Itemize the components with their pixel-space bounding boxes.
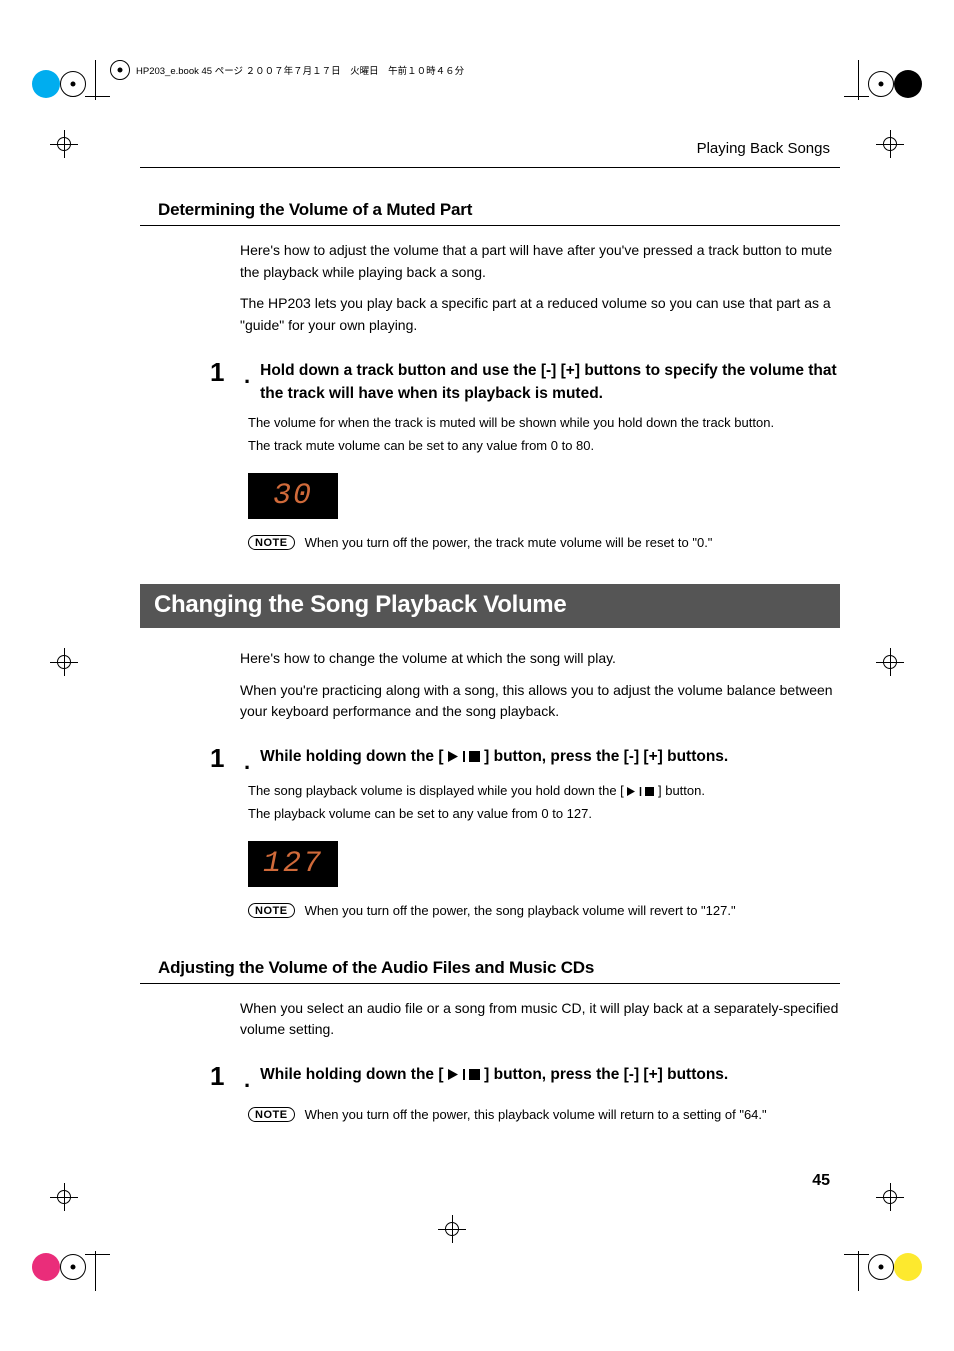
step-title: While holding down the [ ] button, press… bbox=[260, 745, 728, 773]
trim-line bbox=[844, 96, 869, 97]
regmark-left-lower bbox=[50, 1183, 78, 1211]
note-badge: NOTE bbox=[248, 903, 295, 918]
body-text: The HP203 lets you play back a specific … bbox=[240, 293, 840, 336]
step-body: The song playback volume is displayed wh… bbox=[248, 781, 840, 802]
rule bbox=[140, 167, 840, 168]
play-stop-icon bbox=[627, 787, 654, 796]
regmark-left-mid bbox=[50, 648, 78, 676]
play-stop-icon bbox=[448, 751, 480, 762]
note-text: When you turn off the power, the track m… bbox=[305, 535, 713, 550]
step-number: 1 bbox=[210, 1063, 238, 1091]
trim-line bbox=[85, 96, 110, 97]
step-1: 1. Hold down a track button and use the … bbox=[210, 359, 840, 406]
regmark-right-lower bbox=[876, 1183, 904, 1211]
pdf-header-text: HP203_e.book 45 ページ ２００７年７月１７日 火曜日 午前１０時… bbox=[136, 63, 464, 77]
page-content: HP203_e.book 45 ページ ２００７年７月１７日 火曜日 午前１０時… bbox=[140, 60, 840, 1190]
regmark-bottom-center bbox=[438, 1215, 466, 1243]
note: NOTE When you turn off the power, the tr… bbox=[248, 535, 840, 550]
note-badge: NOTE bbox=[248, 1107, 295, 1122]
segment-display-127: 127 bbox=[248, 841, 338, 887]
step-1: 1. While holding down the [ ] button, pr… bbox=[210, 1063, 840, 1091]
step-number: 1 bbox=[210, 745, 238, 773]
note-badge: NOTE bbox=[248, 535, 295, 550]
step-title: While holding down the [ ] button, press… bbox=[260, 1063, 728, 1091]
body-text: When you select an audio file or a song … bbox=[240, 998, 840, 1041]
body-text: Here's how to adjust the volume that a p… bbox=[240, 240, 840, 283]
step-body: The track mute volume can be set to any … bbox=[248, 436, 840, 457]
cropmark-top-left bbox=[32, 70, 86, 98]
regmark-right-upper bbox=[876, 130, 904, 158]
note: NOTE When you turn off the power, the so… bbox=[248, 903, 840, 918]
note-text: When you turn off the power, the song pl… bbox=[305, 903, 736, 918]
trim-line bbox=[95, 1251, 96, 1291]
body-text: When you're practicing along with a song… bbox=[240, 680, 840, 723]
heading-changing-volume: Changing the Song Playback Volume bbox=[140, 584, 840, 628]
trim-line bbox=[85, 1254, 110, 1255]
regmark-left-upper bbox=[50, 130, 78, 158]
step-number: 1 bbox=[210, 359, 238, 406]
page-number: 45 bbox=[140, 1172, 840, 1190]
play-stop-icon bbox=[448, 1069, 480, 1080]
step-body: The volume for when the track is muted w… bbox=[248, 413, 840, 434]
trim-line bbox=[844, 1254, 869, 1255]
body-text: Here's how to change the volume at which… bbox=[240, 648, 840, 670]
step-title: Hold down a track button and use the [-]… bbox=[260, 359, 840, 406]
pdf-header: HP203_e.book 45 ページ ２００７年７月１７日 火曜日 午前１０時… bbox=[110, 60, 840, 80]
cropmark-bottom-left bbox=[32, 1253, 86, 1281]
running-header: Playing Back Songs bbox=[140, 140, 840, 157]
trim-line bbox=[95, 60, 96, 100]
step-body: The playback volume can be set to any va… bbox=[248, 804, 840, 825]
subhead-audio-cd: Adjusting the Volume of the Audio Files … bbox=[140, 954, 840, 984]
segment-display-30: 30 bbox=[248, 473, 338, 519]
trim-line bbox=[858, 1251, 859, 1291]
step-1: 1. While holding down the [ ] button, pr… bbox=[210, 745, 840, 773]
regmark-right-mid bbox=[876, 648, 904, 676]
cropmark-top-right bbox=[868, 70, 922, 98]
subhead-muted-part: Determining the Volume of a Muted Part bbox=[140, 196, 840, 226]
trim-line bbox=[858, 60, 859, 100]
cropmark-bottom-right bbox=[868, 1253, 922, 1281]
note: NOTE When you turn off the power, this p… bbox=[248, 1107, 840, 1122]
note-text: When you turn off the power, this playba… bbox=[305, 1107, 767, 1122]
